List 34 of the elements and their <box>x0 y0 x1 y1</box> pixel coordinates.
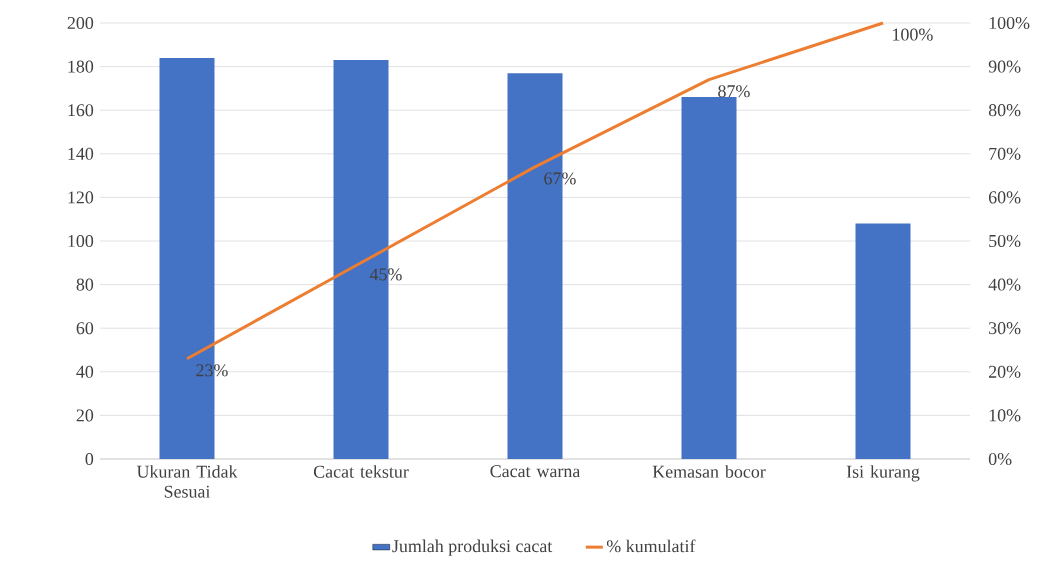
data-label: 87% <box>718 85 750 98</box>
y-tick-label: 20 <box>76 409 94 422</box>
y2-tick-label: 80% <box>988 104 1021 117</box>
y2-tick-label: 40% <box>988 278 1021 291</box>
y2-tick-label: 50% <box>989 234 1021 248</box>
y2-tick-label: 0% <box>988 452 1012 466</box>
line-series <box>185 21 885 361</box>
bar <box>855 223 911 459</box>
x-tick-label: Ukuran Tidak Sesuai <box>136 465 238 498</box>
x-tick-label: Isi kurang <box>846 465 920 482</box>
y-tick-label: 180 <box>68 60 94 73</box>
y-tick-label: 120 <box>68 191 94 204</box>
y-tick-label: 100 <box>68 234 94 248</box>
x-tick-label: Kemasan bocor <box>652 465 766 478</box>
y2-tick-label: 100% <box>989 16 1030 30</box>
y-tick-label: 60 <box>76 322 94 335</box>
y-tick-label: 140 <box>68 147 94 160</box>
y2-tick-label: 60% <box>988 191 1021 204</box>
y2-tick-label: 10% <box>989 409 1021 422</box>
data-label: 100% <box>893 28 933 41</box>
y2-tick-label: 70% <box>989 147 1021 160</box>
legend-label: Jumlah produksi cacat <box>392 539 553 556</box>
y2-tick-label: 30% <box>989 322 1021 335</box>
y-tick-label: 80 <box>76 278 94 291</box>
y-tick-label: 0 <box>85 452 94 466</box>
y2-tick-label: 20% <box>988 365 1021 378</box>
y-tick-label: 200 <box>67 16 94 30</box>
x-tick-label: Cacat warna <box>490 465 581 478</box>
y-tick-label: 160 <box>68 104 94 117</box>
y2-tick-label: 90% <box>988 60 1021 73</box>
y-tick-label: 40 <box>76 365 94 378</box>
bar <box>681 97 737 459</box>
x-tick-label: Cacat tekstur <box>313 465 409 478</box>
legend-label: % kumulatif <box>606 539 696 553</box>
